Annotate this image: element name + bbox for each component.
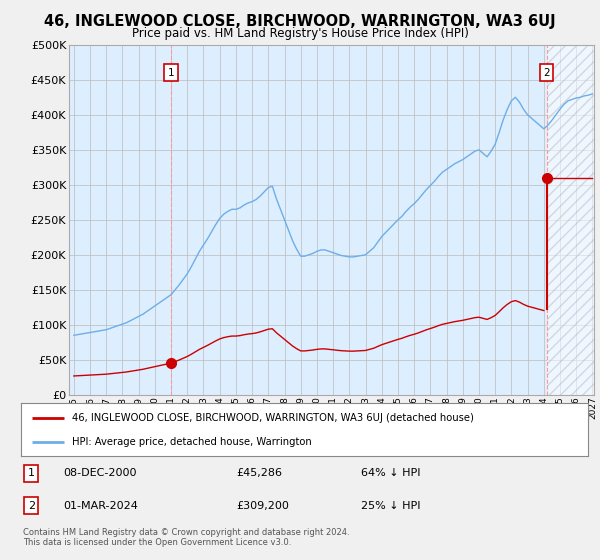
Text: 08-DEC-2000: 08-DEC-2000 bbox=[64, 468, 137, 478]
Text: 01-MAR-2024: 01-MAR-2024 bbox=[64, 501, 139, 511]
Text: HPI: Average price, detached house, Warrington: HPI: Average price, detached house, Warr… bbox=[72, 436, 312, 446]
Text: 64% ↓ HPI: 64% ↓ HPI bbox=[361, 468, 421, 478]
Text: 2: 2 bbox=[543, 68, 550, 78]
Text: £45,286: £45,286 bbox=[236, 468, 283, 478]
Text: £309,200: £309,200 bbox=[236, 501, 289, 511]
Text: 1: 1 bbox=[28, 468, 35, 478]
Bar bbox=[547, 45, 594, 395]
Text: 25% ↓ HPI: 25% ↓ HPI bbox=[361, 501, 421, 511]
Text: 2: 2 bbox=[28, 501, 35, 511]
Text: 46, INGLEWOOD CLOSE, BIRCHWOOD, WARRINGTON, WA3 6UJ (detached house): 46, INGLEWOOD CLOSE, BIRCHWOOD, WARRINGT… bbox=[72, 413, 474, 423]
Text: Price paid vs. HM Land Registry's House Price Index (HPI): Price paid vs. HM Land Registry's House … bbox=[131, 27, 469, 40]
Text: 1: 1 bbox=[168, 68, 175, 78]
Text: 46, INGLEWOOD CLOSE, BIRCHWOOD, WARRINGTON, WA3 6UJ: 46, INGLEWOOD CLOSE, BIRCHWOOD, WARRINGT… bbox=[44, 14, 556, 29]
Text: Contains HM Land Registry data © Crown copyright and database right 2024.
This d: Contains HM Land Registry data © Crown c… bbox=[23, 528, 349, 547]
